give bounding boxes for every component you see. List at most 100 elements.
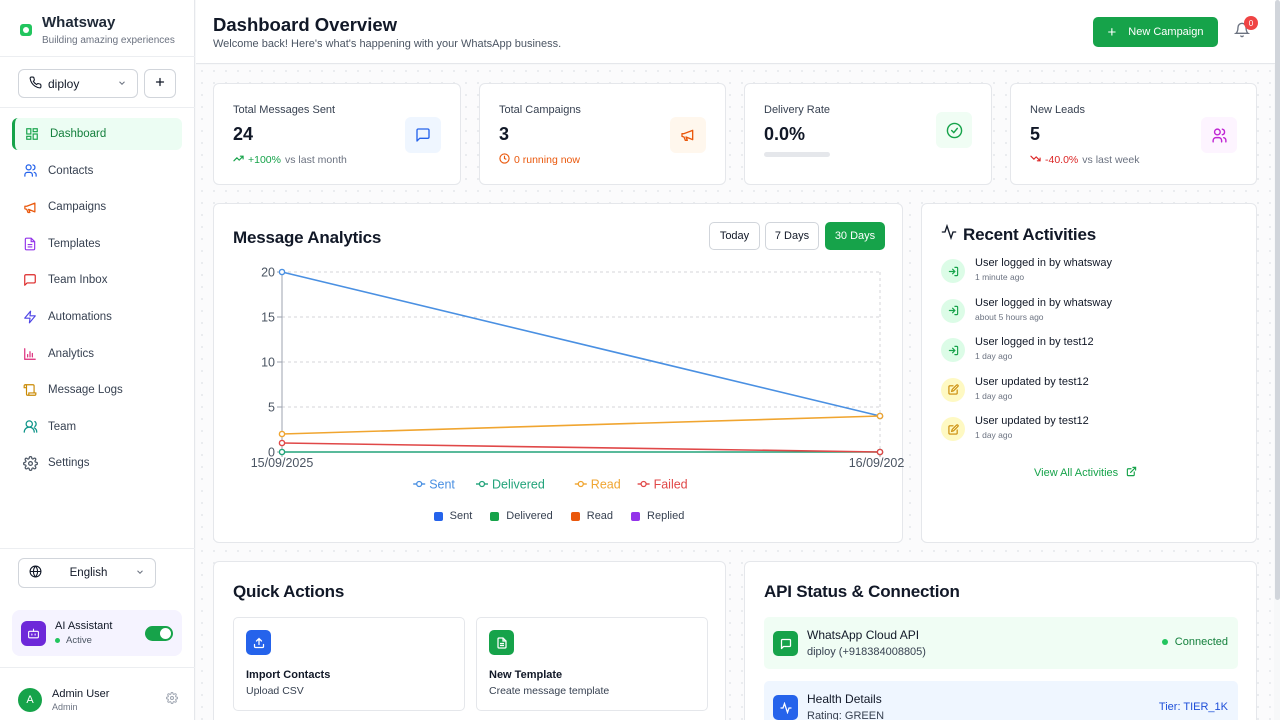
view-all-label: View All Activities <box>1034 467 1119 479</box>
activity-time: 1 day ago <box>975 390 1013 401</box>
whatsapp-logo-icon <box>20 24 32 36</box>
document-icon <box>22 236 38 252</box>
legend-swatch <box>570 511 580 521</box>
stat-card-new-leads: New Leads 5 -40.0% vs last week <box>1010 83 1257 185</box>
language-select[interactable]: English <box>18 558 156 588</box>
user-name: Admin User <box>52 688 110 700</box>
external-link-icon <box>1126 466 1137 480</box>
qa-title: Import Contacts <box>246 669 331 681</box>
globe-icon <box>29 565 42 581</box>
data-point-delivered <box>278 448 286 456</box>
sidebar-item-campaigns[interactable]: Campaigns <box>12 191 182 223</box>
activity-time: 1 day ago <box>975 351 1013 361</box>
users-icon <box>22 163 38 179</box>
stat-running-text: 0 running now <box>514 154 580 166</box>
activities-title: Recent Activities <box>963 224 1096 244</box>
sidebar-item-label: Message Logs <box>48 384 123 397</box>
page-subtitle: Welcome back! Here's what's happening wi… <box>213 38 562 50</box>
ai-status-text: Active <box>66 635 92 646</box>
api-name: WhatsApp Cloud API <box>807 628 920 642</box>
login-icon <box>941 298 965 323</box>
analytics-title: Message Analytics <box>233 228 382 247</box>
range-7-days-button[interactable]: 7 Days <box>765 222 819 250</box>
legend-item[interactable]: Replied <box>631 510 684 522</box>
brand-name: Whatsway <box>42 14 116 31</box>
sidebar-item-dashboard[interactable]: Dashboard <box>12 118 182 150</box>
legend-label: Sent <box>429 478 455 492</box>
users-icon <box>1201 117 1237 153</box>
login-icon <box>941 338 965 362</box>
activity-item: User logged in by whatsway 1 minute ago <box>941 257 1112 283</box>
range-today-button[interactable]: Today <box>709 222 760 250</box>
sidebar-item-contacts[interactable]: Contacts <box>12 155 182 187</box>
notification-badge: 0 <box>1244 16 1258 30</box>
view-all-activities-link[interactable]: View All Activities <box>1034 466 1137 480</box>
legend-item[interactable]: Read <box>570 510 613 522</box>
qa-sub: Create message template <box>489 685 610 697</box>
activity-item: User updated by test12 1 day ago <box>941 376 1089 402</box>
stat-running: 0 running now <box>499 153 580 167</box>
x-tick-label: 15/09/2025 <box>251 456 314 470</box>
legend-item[interactable]: Delivered <box>490 510 553 522</box>
language-select-value: English <box>69 567 108 579</box>
user-profile[interactable]: A Admin User Admin <box>18 688 178 712</box>
message-icon <box>405 117 441 153</box>
ai-assistant-toggle[interactable] <box>145 625 173 641</box>
sidebar-item-templates[interactable]: Templates <box>12 228 182 260</box>
stat-label: Delivery Rate <box>764 104 831 116</box>
stat-value: 0.0% <box>764 124 806 144</box>
sidebar-item-automations[interactable]: Automations <box>12 301 182 333</box>
chart-grid <box>282 271 881 452</box>
sidebar-item-label: Dashboard <box>50 128 107 140</box>
sidebar-item-label: Analytics <box>48 347 95 360</box>
data-point-failed <box>278 439 286 447</box>
stat-label: Total Messages Sent <box>233 104 336 116</box>
y-tick-label: 5 <box>268 401 275 415</box>
chart-axes: 0 5 10 15 20 15/09/2025 16/09/2025 <box>251 266 904 471</box>
divider <box>0 667 195 668</box>
legend-marker <box>478 480 486 488</box>
header: Dashboard Overview Welcome back! Here's … <box>196 0 1280 64</box>
message-icon <box>773 631 798 656</box>
stat-label: New Leads <box>1030 104 1086 116</box>
sidebar-item-message-logs[interactable]: Message Logs <box>12 374 182 406</box>
user-role: Admin <box>52 702 78 712</box>
notification-bell-icon[interactable] <box>1233 22 1252 40</box>
scrollbar[interactable] <box>1275 0 1280 600</box>
edit-icon <box>941 377 965 402</box>
import-contacts-action[interactable]: Import Contacts Upload CSV <box>233 617 465 711</box>
sidebar-item-team[interactable]: Team <box>12 411 182 443</box>
api-status-card: API Status & Connection WhatsApp Cloud A… <box>744 561 1257 720</box>
divider <box>0 548 195 549</box>
stat-change-value: -40.0% <box>1045 154 1079 166</box>
phone-icon <box>29 76 42 92</box>
connection-status-text: Connected <box>1174 636 1228 648</box>
stat-value: 24 <box>233 124 254 144</box>
brand[interactable]: Whatsway Building amazing experiences <box>20 14 175 46</box>
new-campaign-button[interactable]: + New Campaign <box>1093 17 1218 47</box>
legend-marker <box>577 480 584 488</box>
sidebar-item-analytics[interactable]: Analytics <box>12 338 182 370</box>
health-details-row: Health Details Rating: GREEN Tier: TIER_… <box>764 681 1238 720</box>
clock-icon <box>499 153 510 167</box>
add-account-button[interactable] <box>144 69 176 98</box>
new-template-action[interactable]: New Template Create message template <box>476 617 708 711</box>
legend-item[interactable]: Sent <box>433 510 472 522</box>
y-tick-label: 15 <box>261 311 275 325</box>
api-name: Health Details <box>807 692 882 706</box>
legend-swatch <box>631 511 641 521</box>
sidebar-item-team-inbox[interactable]: Team Inbox <box>12 264 182 296</box>
secondary-legend: Sent Delivered Read Replied <box>214 510 904 522</box>
activity-title: User logged in by test12 <box>975 336 1094 348</box>
chart-legend: Sent Delivered Read Failed <box>413 478 688 492</box>
activity-pulse-icon <box>773 695 798 720</box>
activity-pulse-icon <box>941 223 957 245</box>
legend-label: Delivered <box>492 478 545 492</box>
message-analytics-card: Message Analytics Today 7 Days 30 Days 0… <box>213 203 904 543</box>
activity-item: User updated by test12 1 day ago <box>941 415 1089 441</box>
sidebar-item-settings[interactable]: Settings <box>12 447 182 479</box>
chart-legend-item-delivered: Delivered <box>476 478 545 492</box>
account-select[interactable]: diploy <box>18 69 138 98</box>
user-settings-icon[interactable] <box>166 691 178 709</box>
range-30-days-button[interactable]: 30 Days <box>825 222 885 250</box>
